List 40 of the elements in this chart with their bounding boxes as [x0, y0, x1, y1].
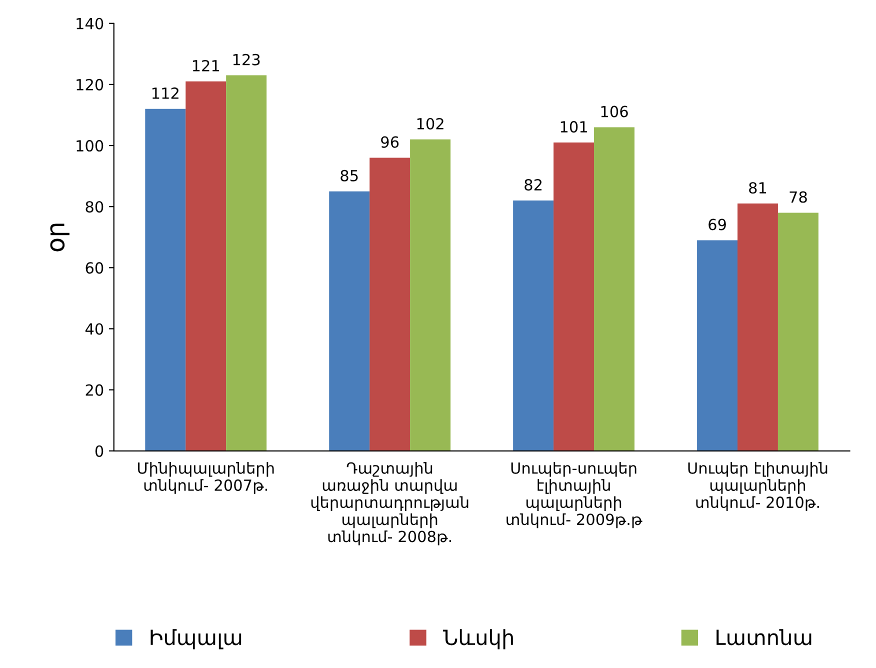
- y-axis-title: օր: [50, 224, 70, 252]
- bar: [370, 158, 410, 451]
- bar: [186, 81, 226, 451]
- y-tick-label: 60: [86, 262, 104, 274]
- x-tick-label: Սուպեր էլիտային պալարների տնկում- 2010թ.: [688, 462, 828, 512]
- data-label: 101: [560, 121, 587, 133]
- y-tick-label: 120: [76, 78, 104, 90]
- y-tick-label: 20: [86, 384, 104, 396]
- y-tick-label: 80: [86, 201, 104, 213]
- x-tick-label: Սուպեր-սուպեր էլիտային պալարների տնկում- 2009թ.թ: [506, 462, 642, 528]
- y-tick-label: 0: [95, 445, 104, 457]
- data-label: 121: [192, 60, 220, 72]
- data-label: 123: [233, 54, 260, 66]
- y-tick-label: 100: [76, 140, 104, 152]
- bar: [594, 127, 634, 451]
- data-label: 82: [524, 179, 542, 191]
- bar: [738, 204, 778, 451]
- bar: [778, 212, 818, 451]
- bar: [145, 108, 186, 451]
- y-tick-label: 140: [76, 18, 104, 30]
- legend-label: Նևսկի: [442, 629, 513, 650]
- data-label: 81: [749, 182, 766, 194]
- data-label: 102: [417, 118, 444, 130]
- data-label: 78: [790, 191, 807, 203]
- bar: [513, 200, 554, 451]
- data-label: 106: [601, 106, 628, 118]
- bar: [697, 240, 738, 451]
- x-tick-label: Մինիպալարների տնկում- 2007թ.: [138, 462, 274, 494]
- data-label: 96: [381, 136, 399, 148]
- bar: [554, 142, 594, 451]
- bar: [329, 191, 370, 451]
- data-label: 69: [708, 218, 726, 230]
- bar: [410, 139, 451, 451]
- data-label: 85: [340, 170, 358, 182]
- y-tick-label: 40: [85, 323, 104, 335]
- x-tick-label: Դաշտային առաջին տարվա վերարտադրության պալարների տնկում- 2008թ.: [311, 462, 468, 546]
- legend-label: Լատոնա: [716, 629, 812, 646]
- bar: [226, 75, 267, 451]
- legend-label: Իմպալա: [150, 629, 242, 650]
- data-label: 112: [152, 87, 178, 99]
